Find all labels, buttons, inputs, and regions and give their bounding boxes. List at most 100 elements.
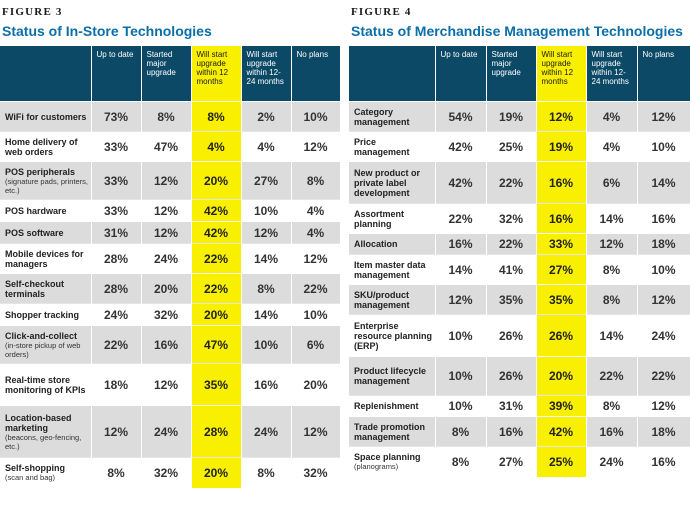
table-body: WiFi for customers 73% 8% 8% 2% 10% Home deliv… — [0, 101, 341, 488]
value-cell: 8% — [586, 254, 638, 285]
value-cell: 12% — [637, 101, 690, 132]
value-cell: 33% — [91, 161, 142, 200]
row-label-cell: POS hardware — [0, 199, 92, 222]
row-label-cell: Enterprise resource planning (ERP) — [349, 314, 436, 357]
value-cell: 4% — [291, 221, 341, 244]
value-cell: 54% — [435, 101, 487, 132]
value-cell: 6% — [291, 325, 341, 364]
value-cell: 12% — [637, 284, 690, 315]
value-cell: 27% — [241, 161, 292, 200]
value-cell: 12% — [291, 405, 341, 458]
row-label-cell: POS peripherals (signature pads, printers… — [0, 161, 92, 200]
value-cell: 14% — [586, 314, 638, 357]
figure-label: FIGURE 4 — [351, 6, 412, 18]
value-cell: 10% — [291, 101, 341, 132]
value-cell: 28% — [91, 273, 142, 304]
table-row: Category management 54% 19% 12% 4% 12% — [349, 101, 690, 132]
row-label: Trade promotion management — [354, 421, 426, 442]
value-cell: 10% — [241, 325, 292, 364]
value-cell-highlighted: 42% — [191, 199, 242, 222]
figure-4: FIGURE 4 Status of Merchandise Managemen… — [349, 0, 690, 477]
value-cell: 8% — [586, 284, 638, 315]
table-row: Shopper tracking 24% 32% 20% 14% 10% — [0, 303, 341, 326]
value-cell: 27% — [486, 446, 537, 477]
value-cell: 12% — [141, 161, 192, 200]
row-label: Item master data management — [354, 259, 426, 280]
value-cell: 24% — [141, 243, 192, 274]
row-label: POS hardware — [5, 205, 67, 216]
value-cell: 8% — [241, 273, 292, 304]
value-cell: 25% — [486, 131, 537, 162]
value-cell: 31% — [486, 395, 537, 417]
value-cell: 8% — [435, 416, 487, 447]
value-cell: 16% — [637, 203, 690, 234]
value-cell: 4% — [291, 199, 341, 222]
figure-label: FIGURE 3 — [2, 6, 63, 18]
value-cell: 73% — [91, 101, 142, 132]
table-row: Location-based marketing (beacons, geo-fe… — [0, 405, 341, 458]
column-header-highlighted: Will start upgrade within 12 months — [536, 46, 587, 102]
value-cell: 24% — [637, 314, 690, 357]
column-header-highlighted: Will start upgrade within 12 months — [191, 46, 242, 102]
value-cell: 32% — [291, 457, 341, 488]
row-label-cell: Self-checkout terminals — [0, 273, 92, 304]
value-cell: 28% — [91, 243, 142, 274]
table-row: Trade promotion management 8% 16% 42% 16% 18% — [349, 416, 690, 447]
value-cell: 24% — [241, 405, 292, 458]
row-label: Space planning — [354, 452, 421, 463]
value-cell: 4% — [586, 131, 638, 162]
table-row: Self-checkout terminals 28% 20% 22% 8% 22% — [0, 273, 341, 304]
value-cell: 10% — [435, 356, 487, 396]
table-row: Item master data management 14% 41% 27% 8% 10… — [349, 254, 690, 285]
value-cell: 10% — [637, 131, 690, 162]
table-body: Category management 54% 19% 12% 4% 12% Price m… — [349, 101, 690, 477]
value-cell: 24% — [586, 446, 638, 477]
value-cell: 14% — [241, 303, 292, 326]
table-row: Real-time store monitoring of KPIs 18% 12%… — [0, 363, 341, 406]
column-header: Started major upgrade — [486, 46, 537, 102]
value-cell: 12% — [586, 233, 638, 255]
value-cell: 18% — [637, 416, 690, 447]
row-label: Location-based marketing — [5, 412, 72, 433]
value-cell: 33% — [91, 131, 142, 162]
value-cell-highlighted: 39% — [536, 395, 587, 417]
value-cell: 16% — [486, 416, 537, 447]
value-cell-highlighted: 42% — [191, 221, 242, 244]
row-label-cell: Replenishment — [349, 395, 436, 417]
header-blank-cell — [0, 46, 92, 102]
value-cell: 12% — [141, 363, 192, 406]
table-row: Enterprise resource planning (ERP) 10% 26%… — [349, 314, 690, 357]
value-cell: 10% — [241, 199, 292, 222]
row-label: Price management — [354, 136, 410, 157]
value-cell: 12% — [91, 405, 142, 458]
row-label-cell: Allocation — [349, 233, 436, 255]
value-cell: 14% — [637, 161, 690, 204]
row-label: Mobile devices for managers — [5, 248, 84, 269]
value-cell: 26% — [486, 356, 537, 396]
row-label-cell: Trade promotion management — [349, 416, 436, 447]
table-row: POS peripherals (signature pads, printers… — [0, 161, 341, 200]
value-cell-highlighted: 19% — [536, 131, 587, 162]
value-cell: 18% — [637, 233, 690, 255]
value-cell: 12% — [141, 199, 192, 222]
value-cell: 42% — [435, 131, 487, 162]
value-cell: 14% — [435, 254, 487, 285]
row-label-cell: Space planning (planograms) — [349, 446, 436, 477]
row-label-cell: Real-time store monitoring of KPIs — [0, 363, 92, 406]
value-cell: 32% — [486, 203, 537, 234]
value-cell: 33% — [91, 199, 142, 222]
value-cell-highlighted: 20% — [191, 303, 242, 326]
row-label-cell: Item master data management — [349, 254, 436, 285]
row-label-cell: Product lifecycle management — [349, 356, 436, 396]
row-label: POS software — [5, 227, 64, 238]
column-header: No plans — [291, 46, 341, 102]
value-cell-highlighted: 27% — [536, 254, 587, 285]
row-label: SKU/product management — [354, 289, 410, 310]
row-label-note: (signature pads, printers, etc.) — [5, 176, 88, 195]
value-cell: 22% — [435, 203, 487, 234]
row-label-cell: Location-based marketing (beacons, geo-fe… — [0, 405, 92, 458]
value-cell: 12% — [435, 284, 487, 315]
value-cell: 6% — [586, 161, 638, 204]
value-cell: 12% — [291, 131, 341, 162]
table-row: Price management 42% 25% 19% 4% 10% — [349, 131, 690, 162]
